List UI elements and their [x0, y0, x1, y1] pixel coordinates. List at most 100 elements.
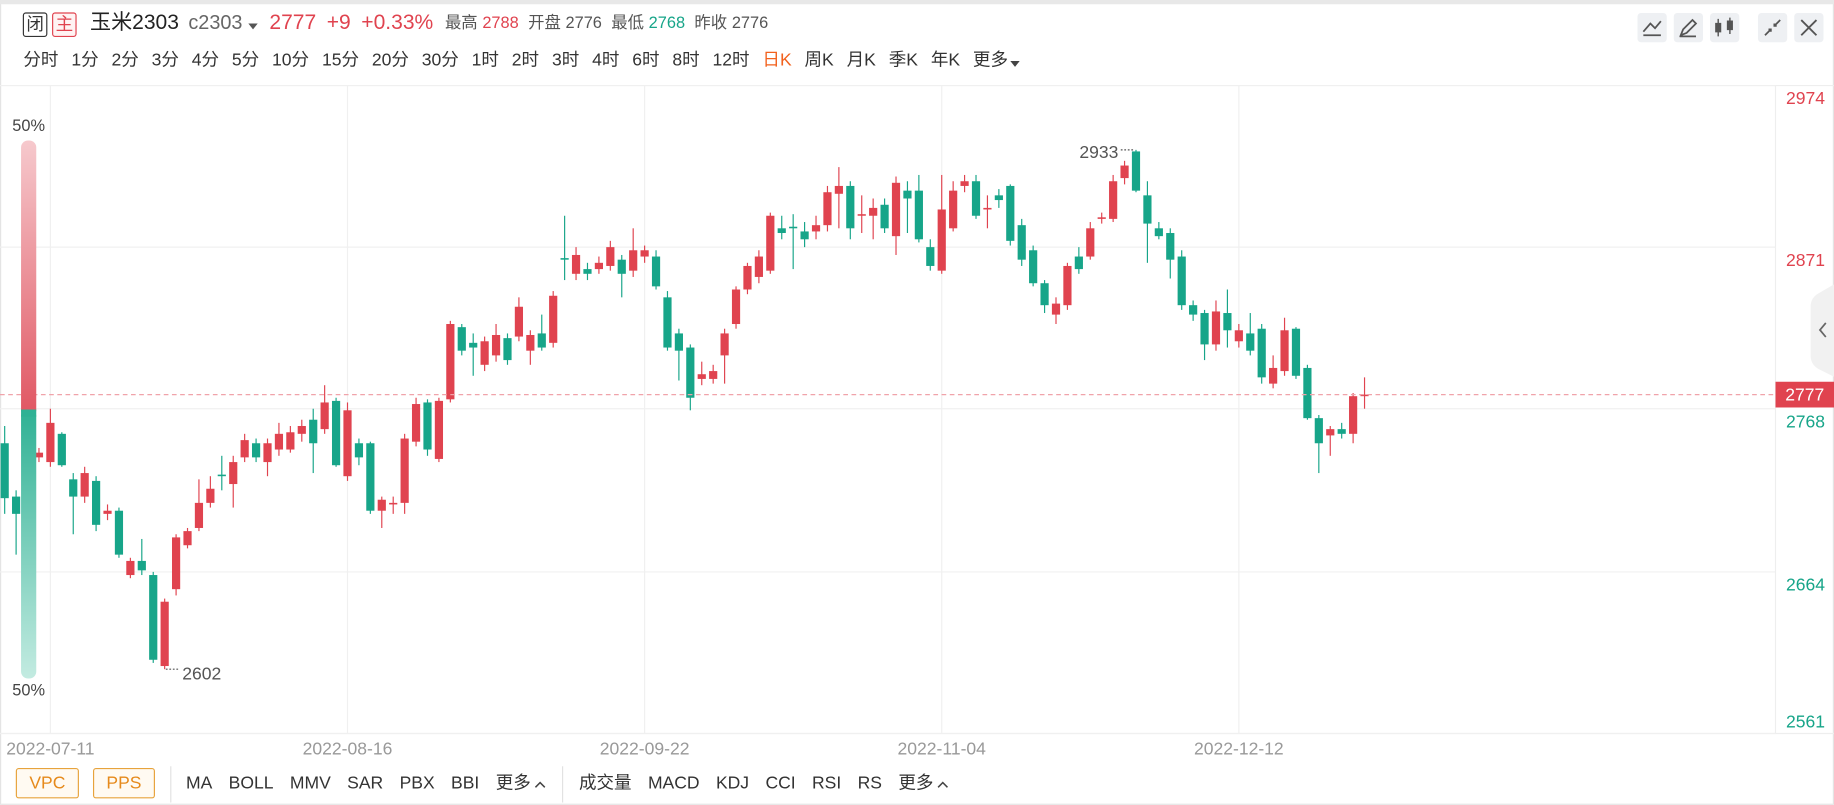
- candle-body: [1246, 333, 1255, 351]
- candle-body: [0, 443, 9, 499]
- close-icon[interactable]: 闭: [26, 14, 44, 34]
- period-tab[interactable]: 30分: [422, 50, 459, 70]
- period-tab[interactable]: 更多: [973, 50, 1008, 70]
- candle-body: [389, 502, 398, 505]
- sub-indicator[interactable]: MACD: [648, 772, 700, 792]
- collapse-tab[interactable]: [1810, 284, 1834, 377]
- main-icon-box[interactable]: [52, 12, 77, 37]
- candle-body: [457, 327, 466, 351]
- candle-body: [1086, 228, 1095, 257]
- period-tab[interactable]: 8时: [672, 50, 699, 70]
- candle-body: [594, 262, 603, 270]
- candle-body: [743, 265, 752, 290]
- overlay-indicator[interactable]: SAR: [347, 772, 383, 792]
- period-tab[interactable]: 季K: [889, 50, 919, 70]
- candle-body: [217, 474, 226, 477]
- indicator-icon: [1642, 20, 1662, 37]
- code-dropdown-caret[interactable]: [248, 23, 258, 30]
- pps-button[interactable]: [92, 768, 155, 799]
- draw-icon: [1679, 18, 1698, 38]
- period-tab[interactable]: 20分: [372, 50, 409, 70]
- candle-body: [411, 404, 421, 442]
- shrink-button[interactable]: [1757, 13, 1788, 43]
- overlay-indicator[interactable]: MA: [186, 772, 213, 792]
- candle-body: [229, 462, 238, 485]
- high-label: 最高: [445, 14, 478, 32]
- period-tab[interactable]: 1时: [472, 50, 499, 70]
- gauge-lower-label: 50%: [12, 682, 45, 700]
- period-tab[interactable]: 2分: [111, 50, 138, 70]
- overlay-more[interactable]: 更多: [496, 772, 531, 792]
- sub-more[interactable]: 更多: [898, 772, 933, 792]
- sub-indicator[interactable]: 成交量: [579, 772, 632, 792]
- gauge-split: [21, 409, 37, 417]
- period-tab[interactable]: 4分: [192, 50, 219, 70]
- candle-body: [1177, 256, 1186, 306]
- candle-body: [823, 192, 832, 226]
- candle-body: [926, 247, 935, 266]
- candle-body: [80, 473, 89, 497]
- candle-body: [400, 438, 409, 503]
- candle-body: [537, 333, 546, 348]
- period-tab[interactable]: 1分: [71, 50, 98, 70]
- candle-body: [891, 182, 901, 237]
- more-chevron[interactable]: [937, 781, 948, 788]
- more-chevron[interactable]: [534, 781, 546, 788]
- candle-body: [469, 342, 478, 348]
- close-icon-box[interactable]: [22, 12, 48, 37]
- period-tab[interactable]: 4时: [592, 50, 619, 70]
- sub-indicator[interactable]: RSI: [812, 772, 841, 792]
- candle-style-icon: [1715, 17, 1733, 37]
- candle-body: [1131, 151, 1141, 191]
- instrument-name: 玉米2303: [90, 10, 179, 34]
- overlay-indicator[interactable]: PBX: [400, 772, 435, 792]
- period-tab[interactable]: 周K: [805, 50, 835, 70]
- main-indicator[interactable]: VPC: [29, 772, 65, 792]
- period-tab[interactable]: 3分: [152, 50, 179, 70]
- candle-body: [114, 510, 124, 555]
- sub-indicator[interactable]: KDJ: [716, 772, 749, 792]
- main-indicator[interactable]: PPS: [106, 772, 141, 792]
- candle-body: [983, 207, 992, 210]
- sub-indicator[interactable]: RS: [858, 772, 882, 792]
- draw-button[interactable]: [1673, 13, 1703, 43]
- main-icon[interactable]: 主: [56, 14, 74, 34]
- candle-style-button[interactable]: [1710, 13, 1740, 43]
- vpc-button[interactable]: [15, 768, 79, 799]
- collapse-chevron: [1818, 322, 1827, 338]
- more-caret[interactable]: [1010, 60, 1020, 67]
- y-tick-label: 2664: [1786, 575, 1825, 595]
- indicator-button[interactable]: [1637, 13, 1667, 43]
- last-price-tag-label: 2777: [1785, 384, 1824, 404]
- prev-close-value: 2776: [732, 14, 768, 32]
- close-x-icon: [1800, 19, 1818, 36]
- period-tab[interactable]: 12时: [713, 50, 750, 70]
- overlay-indicator[interactable]: BBI: [451, 772, 479, 792]
- period-tab[interactable]: 6时: [632, 50, 659, 70]
- overlay-indicator[interactable]: MMV: [290, 772, 331, 792]
- candle-body: [331, 400, 341, 466]
- period-tab[interactable]: 3时: [552, 50, 579, 70]
- period-tab[interactable]: 日K: [762, 50, 792, 70]
- period-tab[interactable]: 分时: [23, 50, 58, 70]
- period-tab[interactable]: 2时: [512, 50, 539, 70]
- period-tab[interactable]: 15分: [322, 50, 359, 70]
- candle-body: [629, 250, 638, 271]
- candle-body: [434, 400, 444, 459]
- period-tab[interactable]: 年K: [931, 50, 961, 70]
- period-tab[interactable]: 月K: [847, 50, 877, 70]
- period-tab[interactable]: 10分: [272, 50, 309, 70]
- candle-body: [754, 256, 763, 277]
- candle-body: [34, 452, 44, 458]
- period-tab[interactable]: 5分: [232, 50, 259, 70]
- sub-indicator[interactable]: CCI: [765, 772, 795, 792]
- overlay-indicator[interactable]: BOLL: [229, 772, 274, 792]
- open-value: 2776: [566, 14, 602, 32]
- candle-body: [1291, 328, 1301, 376]
- price-change-pct: +0.33%: [361, 11, 433, 34]
- candle-body: [560, 258, 569, 260]
- instrument-code[interactable]: c2303: [188, 12, 242, 34]
- y-tick-label: 2871: [1786, 250, 1825, 270]
